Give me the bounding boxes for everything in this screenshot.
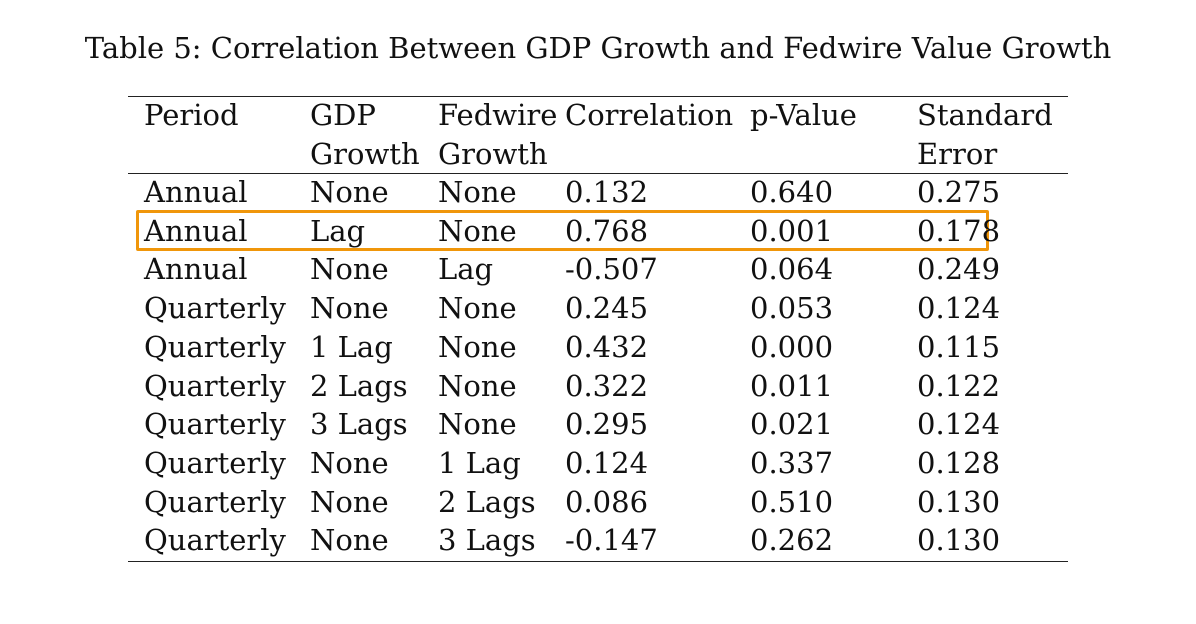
cell-period: Quarterly: [144, 368, 286, 403]
cell-correlation: -0.507: [565, 252, 658, 287]
cell-period: Annual: [144, 252, 248, 287]
cell-correlation: 0.132: [565, 175, 649, 209]
cell-gdp-growth: None: [310, 484, 389, 519]
cell-fedwire-growth: 1 Lag: [438, 445, 521, 480]
cell-p-value: 0.011: [750, 368, 834, 403]
header-gdp-growth: Growth: [310, 137, 420, 171]
top-rule: [128, 96, 1068, 97]
header-gdp: GDP: [310, 98, 376, 132]
table-row: Quarterly None None 0.245 0.053 0.124: [128, 289, 1068, 328]
cell-correlation: 0.245: [565, 291, 649, 326]
cell-fedwire-growth: Lag: [438, 252, 494, 287]
cell-period: Quarterly: [144, 445, 286, 480]
table-caption: Table 5: Correlation Between GDP Growth …: [84, 31, 1112, 65]
table-row: Quarterly None 3 Lags -0.147 0.262 0.130: [128, 521, 1068, 560]
header-row-1: Period GDP Fedwire Correlation p-Value S…: [128, 96, 1068, 135]
cell-standard-error: 0.178: [917, 213, 1001, 248]
table-row: Quarterly 3 Lags None 0.295 0.021 0.124: [128, 405, 1068, 444]
cell-correlation: 0.432: [565, 329, 649, 364]
header-standard: Standard: [917, 98, 1053, 132]
cell-standard-error: 0.115: [917, 329, 1001, 364]
cell-p-value: 0.053: [750, 291, 834, 326]
cell-p-value: 0.064: [750, 252, 834, 287]
cell-p-value: 0.262: [750, 523, 834, 558]
cell-period: Quarterly: [144, 329, 286, 364]
cell-p-value: 0.001: [750, 213, 834, 248]
cell-fedwire-growth: 3 Lags: [438, 523, 536, 558]
cell-correlation: -0.147: [565, 523, 658, 558]
cell-correlation: 0.295: [565, 407, 649, 442]
cell-correlation: 0.086: [565, 484, 649, 519]
cell-correlation: 0.768: [565, 213, 649, 248]
table-row: Quarterly 1 Lag None 0.432 0.000 0.115: [128, 328, 1068, 367]
cell-period: Annual: [144, 213, 248, 248]
cell-gdp-growth: None: [310, 523, 389, 558]
cell-period: Annual: [144, 175, 248, 209]
cell-standard-error: 0.130: [917, 484, 1001, 519]
header-p-value: p-Value: [750, 98, 857, 132]
cell-standard-error: 0.124: [917, 291, 1001, 326]
cell-period: Quarterly: [144, 407, 286, 442]
table-row: Annual None None 0.132 0.640 0.275: [128, 173, 1068, 212]
cell-fedwire-growth: None: [438, 368, 517, 403]
cell-gdp-growth: None: [310, 291, 389, 326]
cell-gdp-growth: 1 Lag: [310, 329, 393, 364]
cell-p-value: 0.510: [750, 484, 834, 519]
cell-fedwire-growth: None: [438, 213, 517, 248]
cell-standard-error: 0.124: [917, 407, 1001, 442]
cell-gdp-growth: None: [310, 175, 389, 209]
table-row: Annual Lag None 0.768 0.001 0.178: [128, 212, 1068, 251]
table-row: Quarterly 2 Lags None 0.322 0.011 0.122: [128, 367, 1068, 406]
cell-standard-error: 0.130: [917, 523, 1001, 558]
header-fedwire: Fedwire: [438, 98, 558, 132]
cell-fedwire-growth: None: [438, 291, 517, 326]
cell-gdp-growth: 2 Lags: [310, 368, 408, 403]
header-period: Period: [144, 98, 239, 132]
header-fedwire-growth: Growth: [438, 137, 548, 171]
cell-fedwire-growth: None: [438, 175, 517, 209]
cell-period: Quarterly: [144, 484, 286, 519]
header-correlation: Correlation: [565, 98, 734, 132]
cell-standard-error: 0.249: [917, 252, 1001, 287]
cell-fedwire-growth: None: [438, 407, 517, 442]
cell-p-value: 0.000: [750, 329, 834, 364]
cell-fedwire-growth: None: [438, 329, 517, 364]
cell-gdp-growth: None: [310, 252, 389, 287]
cell-gdp-growth: None: [310, 445, 389, 480]
cell-gdp-growth: Lag: [310, 213, 366, 248]
table-row: Quarterly None 1 Lag 0.124 0.337 0.128: [128, 444, 1068, 483]
cell-period: Quarterly: [144, 523, 286, 558]
cell-standard-error: 0.122: [917, 368, 1001, 403]
cell-gdp-growth: 3 Lags: [310, 407, 408, 442]
table-row: Annual None Lag -0.507 0.064 0.249: [128, 250, 1068, 289]
cell-correlation: 0.124: [565, 445, 649, 480]
header-rule: [128, 173, 1068, 174]
bottom-rule: [128, 561, 1068, 562]
cell-p-value: 0.337: [750, 445, 834, 480]
table-row: Quarterly None 2 Lags 0.086 0.510 0.130: [128, 483, 1068, 522]
cell-p-value: 0.021: [750, 407, 834, 442]
cell-standard-error: 0.275: [917, 175, 1001, 209]
header-error: Error: [917, 137, 998, 171]
cell-fedwire-growth: 2 Lags: [438, 484, 536, 519]
cell-standard-error: 0.128: [917, 445, 1001, 480]
highlighted-row-box: [136, 210, 989, 251]
cell-period: Quarterly: [144, 291, 286, 326]
cell-p-value: 0.640: [750, 175, 834, 209]
header-row-2: Growth Growth Error: [128, 135, 1068, 174]
cell-correlation: 0.322: [565, 368, 649, 403]
